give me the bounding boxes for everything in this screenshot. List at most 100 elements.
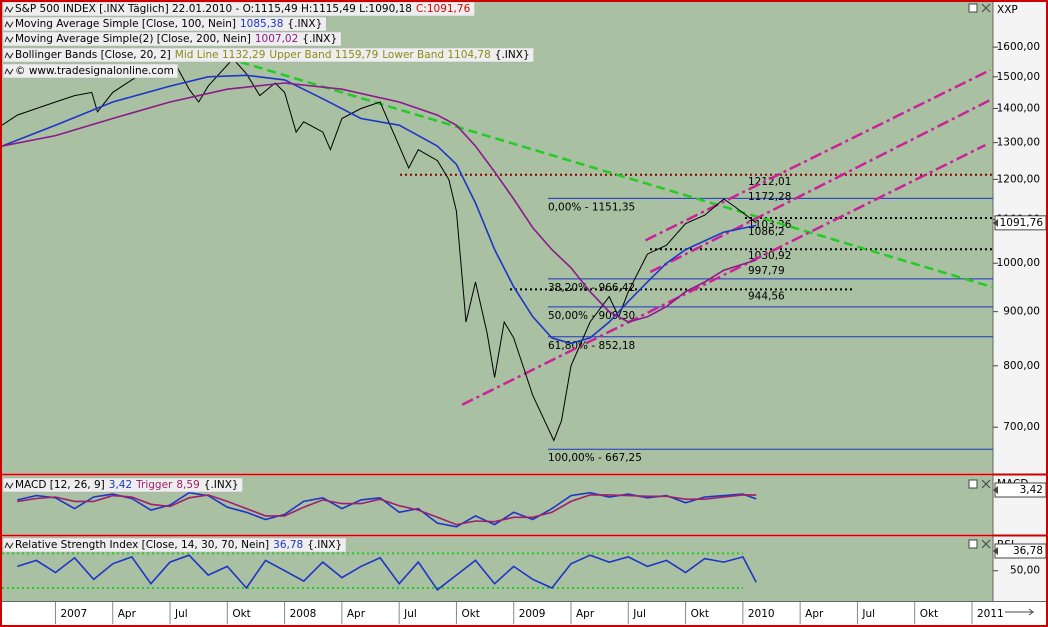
level-label: 1086,2 — [748, 226, 785, 238]
maximize-button[interactable] — [968, 479, 978, 489]
legend-entry: MACD [12, 26, 9] 3,42 Trigger 8,59 {.INX} — [15, 479, 239, 491]
legend-background — [2, 537, 347, 553]
legend-text: Mid Line 1132,29 — [175, 49, 266, 61]
x-tick-label: Okt — [920, 608, 938, 620]
y-tick-label: 1600,00 — [997, 41, 1040, 53]
legend-entry: © www.tradesignalonline.com — [15, 65, 174, 77]
legend-entry: Moving Average Simple(2) [Close, 200, Ne… — [15, 33, 337, 45]
close-button[interactable] — [981, 3, 991, 13]
x-tick-label: Jul — [861, 608, 875, 620]
legend-text: Moving Average Simple [Close, 100, Nein] — [15, 18, 236, 30]
level-label: 997,79 — [748, 265, 785, 277]
x-tick-label: 2011 — [977, 608, 1004, 620]
legend-text: 1007,02 — [255, 33, 298, 45]
trend-line — [649, 98, 991, 274]
x-tick-label: Apr — [118, 608, 137, 620]
maximize-button[interactable] — [968, 3, 978, 13]
legend-background — [2, 31, 342, 47]
legend-icon — [4, 481, 14, 489]
legend-text: Bollinger Bands [Close, 20, 2] — [15, 49, 171, 61]
right-axis — [993, 1, 1047, 601]
legend-entry: S&P 500 INDEX [.INX Täglich] 22.01.2010 … — [15, 3, 471, 15]
legend-entry: Relative Strength Index [Close, 14, 30, … — [15, 539, 342, 551]
legend-text: © www.tradesignalonline.com — [15, 65, 174, 77]
scroll-arrow[interactable] — [1005, 608, 1035, 616]
level-label: 50,00% - 909,30 — [548, 310, 635, 322]
axis-label: XXP — [997, 4, 1018, 16]
legend-text: Upper Band 1159,79 — [269, 49, 378, 61]
legend-text: {.INX} — [307, 539, 342, 551]
trend-line — [644, 68, 991, 242]
last-value-label: 36,78 — [1013, 545, 1043, 557]
level-label: 1103,36 — [748, 219, 792, 231]
last-value-pointer — [993, 486, 998, 494]
x-tick-label: Apr — [805, 608, 824, 620]
trend-line — [240, 60, 993, 289]
y-tick-label: 1400,00 — [997, 103, 1040, 115]
y-tick-label: 800,00 — [1003, 360, 1040, 372]
x-tick-label: 2010 — [748, 608, 775, 620]
legend-text: 1085,38 — [240, 18, 283, 30]
x-tick-label: Okt — [232, 608, 250, 620]
legend-icon — [4, 20, 14, 28]
legend-icon — [4, 35, 14, 43]
x-tick-label: Jul — [632, 608, 646, 620]
x-tick-label: 2007 — [60, 608, 87, 620]
legend-text: 36,78 — [273, 539, 303, 551]
level-label: 100,00% - 667,25 — [548, 452, 642, 464]
maximize-button[interactable] — [968, 539, 978, 549]
close-button[interactable] — [981, 539, 991, 549]
y-tick-label: 1200,00 — [997, 173, 1040, 185]
legend-text: Trigger — [135, 479, 173, 491]
legend-text: MACD [12, 26, 9] — [15, 479, 105, 491]
close-button[interactable] — [981, 479, 991, 489]
series-line — [2, 74, 757, 345]
series-line — [17, 554, 757, 591]
legend-icon — [4, 51, 14, 59]
legend-background — [2, 63, 179, 79]
level-label: 1172,28 — [748, 191, 791, 203]
legend-text: Moving Average Simple(2) [Close, 200, Ne… — [15, 33, 251, 45]
legend-icon — [4, 541, 14, 549]
y-tick-label: 1300,00 — [997, 137, 1040, 149]
legend-text: Relative Strength Index [Close, 14, 30, … — [15, 539, 269, 551]
level-label: 944,56 — [748, 290, 785, 302]
x-tick-label: Okt — [461, 608, 479, 620]
last-value-pointer — [993, 547, 998, 555]
legend-text: {.INX} — [287, 18, 322, 30]
y-tick-label: 700,00 — [1003, 421, 1040, 433]
panel — [2, 552, 757, 591]
x-tick-label: Apr — [347, 608, 366, 620]
last-value-label: 3,42 — [1020, 484, 1043, 496]
y-tick-label: 1500,00 — [997, 71, 1040, 83]
y-tick-label: 50,00 — [1010, 565, 1040, 577]
level-label: 1030,92 — [748, 250, 791, 262]
legend-text: {.INX} — [495, 49, 530, 61]
legend-text: 8,59 — [176, 479, 199, 491]
legend-text: C:1091,76 — [416, 3, 471, 15]
price-panel — [1, 1, 993, 473]
legend-text: S&P 500 INDEX [.INX Täglich] 22.01.2010 … — [15, 3, 412, 15]
y-tick-label: 900,00 — [1003, 306, 1040, 318]
x-tick-label: Apr — [576, 608, 595, 620]
level-label: 38,20% - 966,42 — [548, 282, 635, 294]
legend-text: Lower Band 1104,78 — [382, 49, 491, 61]
last-value-label: 1091,76 — [1000, 217, 1044, 229]
legend-entry: Bollinger Bands [Close, 20, 2] Mid Line 1… — [15, 49, 530, 61]
legend-background — [2, 16, 327, 32]
last-value-pointer — [993, 218, 998, 227]
series-line — [2, 82, 757, 323]
legend-entry: Moving Average Simple [Close, 100, Nein]… — [15, 18, 322, 30]
y-tick-label: 1000,00 — [997, 257, 1040, 269]
trend-line — [461, 143, 986, 406]
x-tick-label: 2009 — [519, 608, 546, 620]
panel: 0,00% - 1151,35 38,20% - 966,42 50,00% - 9… — [2, 58, 993, 464]
x-tick-label: Jul — [174, 608, 188, 620]
legend-text: 3,42 — [109, 479, 132, 491]
level-label: 0,00% - 1151,35 — [548, 201, 635, 213]
legend-icon — [4, 67, 14, 75]
